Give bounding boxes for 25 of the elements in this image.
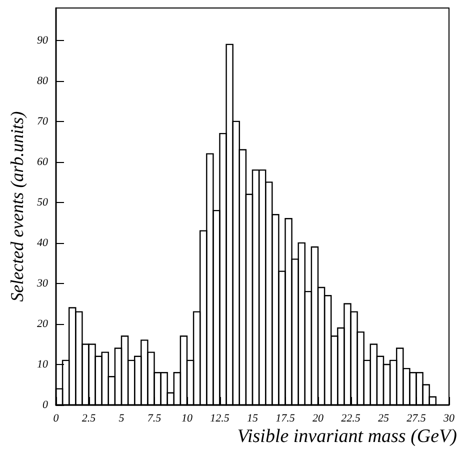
x-tick-label: 10	[182, 412, 193, 424]
x-tick-label: 20	[312, 412, 324, 424]
y-tick-label: 60	[37, 156, 48, 168]
x-tick-label: 25	[378, 412, 390, 424]
x-tick-label: 27.5	[406, 412, 426, 424]
y-tick-label: 90	[37, 34, 48, 46]
y-tick-label: 50	[37, 196, 48, 208]
x-tick-label: 2.5	[82, 412, 96, 424]
x-tick-label: 12.5	[210, 412, 230, 424]
y-tick-label: 40	[37, 236, 48, 249]
y-tick-label: 70	[37, 115, 48, 128]
x-tick-label: 7.5	[147, 412, 162, 424]
y-axis-title: Selected events (arb.units)	[7, 111, 28, 302]
x-tick-label: 0	[53, 412, 60, 424]
x-axis-title: Visible invariant mass (GeV)	[237, 426, 457, 447]
y-tick-label: 0	[42, 399, 48, 411]
x-tick-label: 30	[442, 412, 455, 424]
y-tick-label: 20	[37, 318, 48, 330]
y-tick-label: 80	[37, 74, 48, 87]
x-tick-label: 15	[247, 412, 258, 424]
y-tick-label: 10	[37, 358, 48, 370]
x-tick-label: 22.5	[341, 412, 361, 424]
x-tick-label: 5	[118, 412, 125, 424]
x-tick-label: 17.5	[276, 412, 296, 424]
y-tick-label: 30	[36, 277, 48, 290]
